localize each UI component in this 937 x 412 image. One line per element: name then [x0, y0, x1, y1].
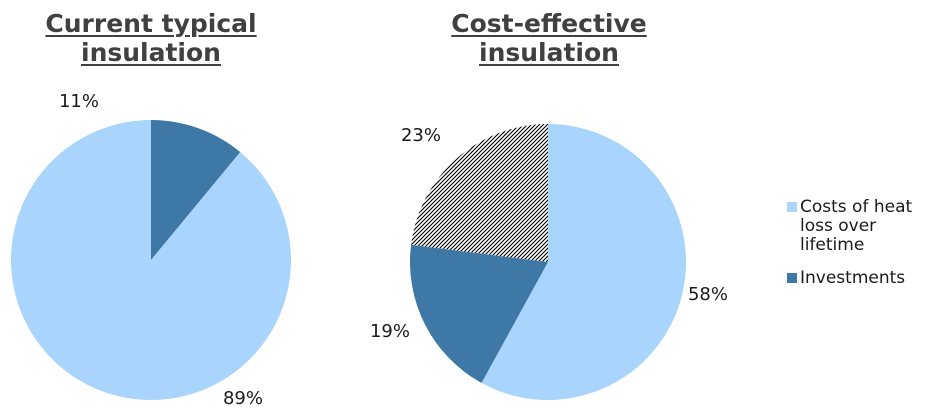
pie-slice-costs-of-heat-loss-over-lifetime-1 [10, 120, 291, 400]
legend: Costs of heat loss over lifetime Investm… [787, 198, 937, 302]
data-label-investments-0: 11% [59, 91, 99, 112]
legend-swatch-investments [787, 273, 797, 283]
data-label-costs-of-heat-loss-over-lifetime-0: 58% [688, 284, 728, 305]
data-label-costs-of-heat-loss-over-lifetime-1: 89% [223, 388, 263, 409]
pie-slice-investments-0 [151, 120, 241, 260]
data-label-investments-1: 19% [370, 321, 410, 342]
pie-chart-current-typical: 11% 89% [10, 91, 291, 409]
legend-item-investments: Investments [787, 269, 937, 288]
chart-title-current-typical: Current typical insulation [45, 9, 257, 67]
legend-label-heat-loss: Costs of heat loss over lifetime [800, 197, 913, 255]
chart-title-cost-effective: Cost-effective insulation [451, 9, 647, 67]
pie-slice-costs-of-heat-loss-over-lifetime-0 [481, 124, 687, 401]
legend-item-heat-loss: Costs of heat loss over lifetime [787, 198, 937, 255]
data-label-other-2: 23% [401, 125, 441, 146]
legend-swatch-heat-loss [787, 202, 797, 212]
pie-slice-investments-1 [409, 244, 548, 383]
legend-label-investments: Investments [800, 268, 906, 288]
pie-slice-other-2 [411, 124, 548, 262]
pie-chart-cost-effective: 58% 19% 23% [370, 124, 728, 401]
